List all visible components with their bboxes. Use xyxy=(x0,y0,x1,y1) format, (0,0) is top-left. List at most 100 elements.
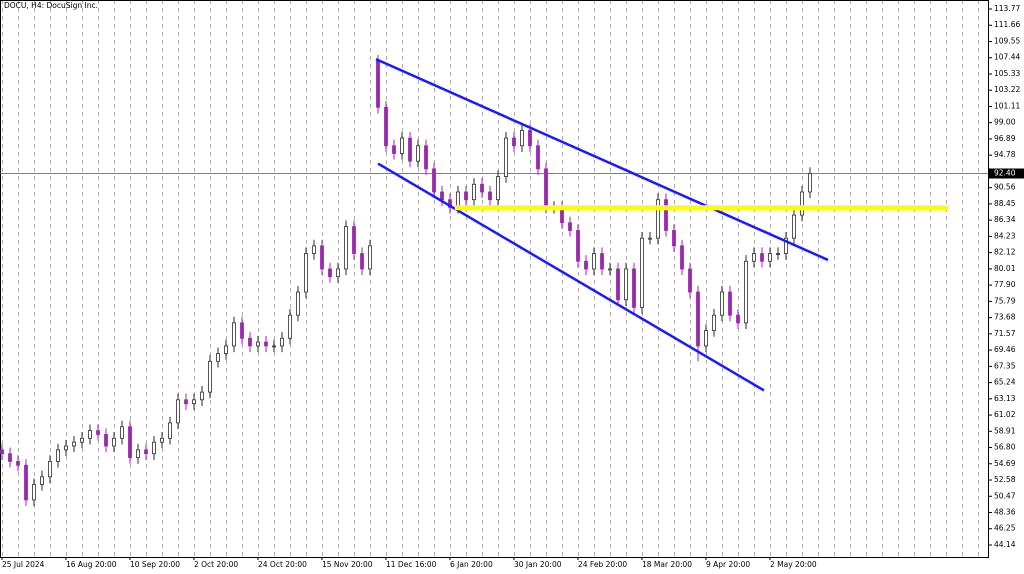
x-tick-label: 11 Dec 16:00 xyxy=(386,560,437,569)
candle-body xyxy=(40,476,44,485)
candle-body xyxy=(8,453,12,462)
candle-body xyxy=(432,168,436,193)
y-tick-label: 103.22 xyxy=(994,85,1020,94)
candle-body xyxy=(512,137,516,147)
candle-body xyxy=(760,253,764,262)
y-tick-label: 75.79 xyxy=(994,296,1016,305)
candle-body xyxy=(648,237,652,240)
y-tick-label: 111.66 xyxy=(994,20,1020,29)
y-tick-label: 65.24 xyxy=(994,378,1016,387)
candle-body xyxy=(312,245,316,254)
candle-body xyxy=(744,260,748,324)
candle-body xyxy=(792,214,796,239)
y-tick-label: 107.44 xyxy=(994,53,1020,62)
candle-body xyxy=(784,237,788,254)
period-separators xyxy=(0,0,988,557)
candle-body xyxy=(696,291,700,347)
candle-body xyxy=(808,173,812,193)
candle-body xyxy=(272,345,276,348)
y-tick-label: 88.45 xyxy=(994,199,1016,208)
candle-body xyxy=(152,441,156,455)
y-tick-label: 44.14 xyxy=(994,540,1016,549)
y-tick-label: 73.68 xyxy=(994,313,1016,322)
y-tick-label: 90.56 xyxy=(994,183,1016,192)
y-tick-label: 61.02 xyxy=(994,410,1016,419)
candle-body xyxy=(112,437,116,447)
y-tick-label: 101.11 xyxy=(994,101,1020,110)
candle-body xyxy=(48,460,52,478)
x-tick-label: 6 Jan 20:00 xyxy=(450,560,493,569)
candle-body xyxy=(32,484,36,501)
y-tick-label: 105.33 xyxy=(994,69,1020,78)
candle-body xyxy=(416,145,420,162)
candle-body xyxy=(776,253,780,255)
candle-body xyxy=(24,464,28,501)
candle-body xyxy=(528,129,532,147)
y-tick-label: 113.77 xyxy=(994,4,1020,13)
trend-line xyxy=(377,162,765,392)
candle-body xyxy=(408,137,412,162)
last-price-badge xyxy=(989,168,1024,179)
candle-body xyxy=(520,129,524,147)
x-tick-label: 15 Nov 20:00 xyxy=(322,560,373,569)
candle-body xyxy=(248,337,252,347)
candle-body xyxy=(192,399,196,405)
x-tick-label: 10 Sep 20:00 xyxy=(130,560,180,569)
candle-body xyxy=(504,137,508,177)
candle-body xyxy=(472,183,476,201)
x-tick-label: 30 Jan 20:00 xyxy=(514,560,562,569)
candle-body xyxy=(64,445,68,451)
candle-body xyxy=(184,399,188,405)
candle-body xyxy=(464,191,468,201)
candle-body xyxy=(0,449,4,455)
y-tick-label: 46.25 xyxy=(994,524,1016,533)
trend-line xyxy=(375,58,829,262)
x-tick-label: 2 May 20:00 xyxy=(770,560,817,569)
y-tick-label: 56.80 xyxy=(994,443,1016,452)
y-tick-label: 63.13 xyxy=(994,394,1016,403)
x-tick-label: 2 Oct 20:00 xyxy=(194,560,238,569)
candle-body xyxy=(392,145,396,154)
candle-body xyxy=(488,191,492,201)
candle-body xyxy=(800,191,804,216)
candle-body xyxy=(368,245,372,270)
candle-body xyxy=(16,460,20,466)
candle-body xyxy=(288,314,292,339)
candle-body xyxy=(640,237,644,308)
candle-body xyxy=(496,176,500,201)
candle-body xyxy=(616,268,620,301)
candle-body xyxy=(376,60,380,108)
y-tick-label: 48.36 xyxy=(994,508,1016,517)
candle-body xyxy=(576,230,580,262)
candle-body xyxy=(480,183,484,193)
candle-body xyxy=(304,253,308,293)
candle-body xyxy=(232,322,236,347)
y-tick-label: 67.35 xyxy=(994,361,1016,370)
candle-body xyxy=(424,145,428,170)
x-tick-label: 9 Apr 20:00 xyxy=(706,560,750,569)
candle-body xyxy=(688,268,692,293)
x-tick-label: 25 Jul 2024 xyxy=(2,560,45,569)
candle-body xyxy=(104,434,108,447)
candle-body xyxy=(208,360,212,393)
x-tick-label: 18 Mar 20:00 xyxy=(642,560,692,569)
y-tick-label: 80.01 xyxy=(994,264,1016,273)
candle-body xyxy=(712,314,716,331)
candle-body xyxy=(704,330,708,347)
candle-body xyxy=(592,253,596,270)
candle-body xyxy=(200,391,204,401)
candle-body xyxy=(536,145,540,170)
candle-body xyxy=(656,199,660,239)
candle-body xyxy=(280,337,284,347)
y-tick-label: 96.89 xyxy=(994,134,1016,143)
candle-body xyxy=(400,137,404,154)
candle-body xyxy=(584,260,588,270)
candle-body xyxy=(144,449,148,455)
y-tick-label: 109.55 xyxy=(994,36,1020,45)
candle-body xyxy=(736,314,740,324)
candle-body xyxy=(296,291,300,316)
candle-body xyxy=(440,191,444,201)
candle-body xyxy=(128,426,132,458)
y-tick-label: 99.00 xyxy=(994,118,1016,127)
